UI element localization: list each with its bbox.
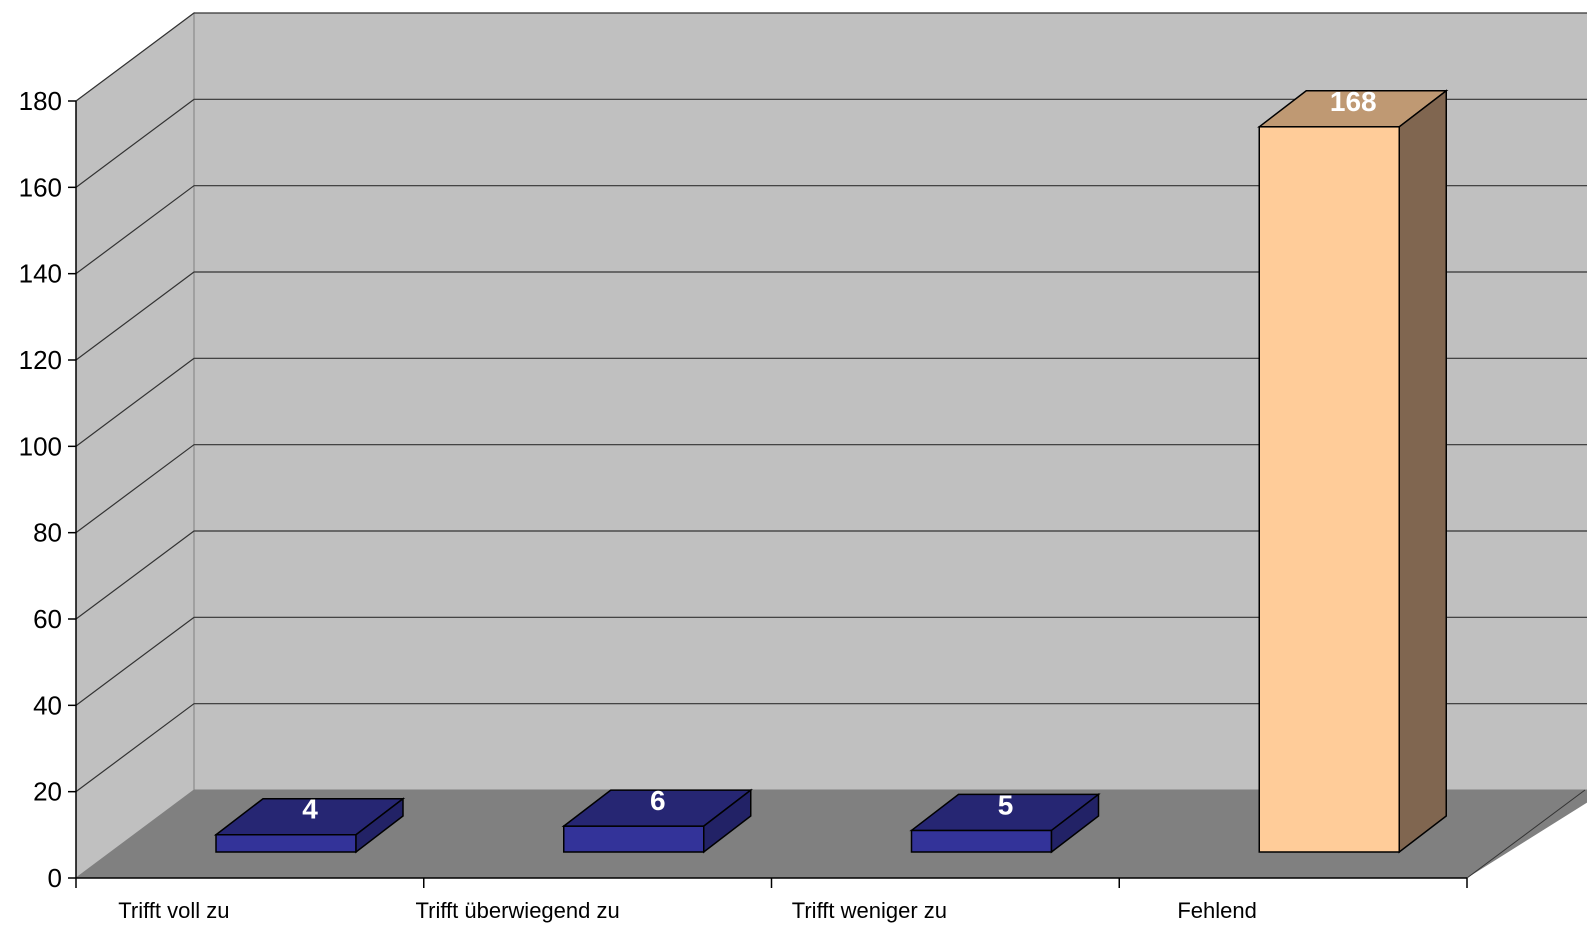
category-axis: Trifft voll zu Trifft überwiegend zu Triff… — [75, 877, 1468, 923]
bar: 4 — [213, 794, 406, 854]
x-tick-label: Trifft überwiegend zu — [416, 898, 620, 923]
gridline — [75, 616, 1587, 706]
bar-side — [703, 788, 752, 854]
data-label: 168 — [1330, 86, 1377, 117]
y-tick-label: 80 — [33, 518, 62, 548]
gridlines — [75, 12, 1587, 793]
bar: 6 — [561, 785, 753, 854]
bar: 5 — [909, 789, 1101, 854]
floor — [76, 790, 1587, 878]
gridline — [75, 703, 1587, 793]
bar-front — [910, 829, 1053, 853]
x-tick-label: Trifft voll zu — [118, 898, 229, 923]
bar-side — [1050, 792, 1100, 854]
gridline — [75, 98, 1587, 188]
gridline — [75, 12, 1587, 102]
bars: 4 6 5 168 — [213, 86, 1449, 854]
data-label: 4 — [302, 794, 318, 825]
y-tick-label: 60 — [33, 604, 62, 634]
gridline — [75, 185, 1587, 275]
bar-side — [355, 797, 404, 854]
y-tick-label: 40 — [33, 690, 62, 720]
gridline — [75, 444, 1587, 534]
y-tick-label: 20 — [33, 777, 62, 807]
x-tick-label: Fehlend — [1177, 898, 1257, 923]
floor-edge — [1466, 789, 1586, 879]
bar-front — [215, 833, 357, 853]
y-tick-label: 160 — [19, 172, 62, 202]
y-tick-label: 120 — [19, 345, 62, 375]
bar-side — [1398, 89, 1447, 854]
y-tick-label: 0 — [48, 863, 62, 893]
y-tick-label: 100 — [19, 431, 62, 461]
data-label: 5 — [998, 789, 1014, 820]
gridline — [75, 530, 1587, 620]
bar: 168 — [1257, 86, 1449, 854]
bar-front — [563, 825, 705, 853]
data-label: 6 — [650, 785, 666, 816]
y-tick-label: 180 — [19, 86, 62, 116]
bar-front — [1258, 126, 1400, 853]
y-tick-label: 140 — [19, 259, 62, 289]
x-tick-label: Trifft weniger zu — [792, 898, 947, 923]
gridline — [75, 357, 1587, 447]
value-axis: 0 20 40 60 80 100 120 140 160 180 — [19, 86, 77, 893]
gridline — [75, 271, 1587, 361]
